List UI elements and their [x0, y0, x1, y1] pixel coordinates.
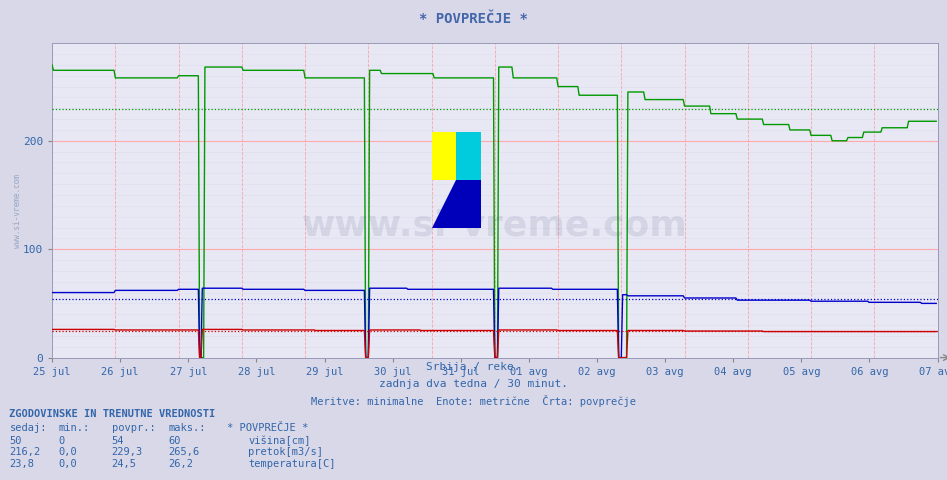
Polygon shape: [432, 180, 481, 228]
Text: www.si-vreme.com: www.si-vreme.com: [302, 208, 688, 242]
Text: 0: 0: [59, 436, 65, 446]
Text: 24,5: 24,5: [112, 459, 136, 469]
Bar: [456, 132, 481, 180]
Text: Srbija / reke.: Srbija / reke.: [426, 362, 521, 372]
Text: 50: 50: [9, 436, 22, 446]
Text: www.si-vreme.com: www.si-vreme.com: [12, 174, 22, 248]
Text: 26,2: 26,2: [169, 459, 193, 469]
Text: 54: 54: [112, 436, 124, 446]
Text: 23,8: 23,8: [9, 459, 34, 469]
Bar: [432, 132, 456, 180]
Text: * POVPREČJE *: * POVPREČJE *: [420, 12, 527, 26]
Text: sedaj:: sedaj:: [9, 423, 47, 433]
Text: 265,6: 265,6: [169, 447, 200, 457]
Text: ZGODOVINSKE IN TRENUTNE VREDNOSTI: ZGODOVINSKE IN TRENUTNE VREDNOSTI: [9, 409, 216, 419]
Text: min.:: min.:: [59, 423, 90, 433]
Text: temperatura[C]: temperatura[C]: [248, 459, 335, 469]
Text: pretok[m3/s]: pretok[m3/s]: [248, 447, 323, 457]
Text: 229,3: 229,3: [112, 447, 143, 457]
Text: povpr.:: povpr.:: [112, 423, 155, 433]
Text: 216,2: 216,2: [9, 447, 41, 457]
Text: 0,0: 0,0: [59, 447, 78, 457]
Text: 0,0: 0,0: [59, 459, 78, 469]
Text: zadnja dva tedna / 30 minut.: zadnja dva tedna / 30 minut.: [379, 379, 568, 389]
Text: * POVPREČJE *: * POVPREČJE *: [227, 423, 309, 433]
Text: 60: 60: [169, 436, 181, 446]
Text: maks.:: maks.:: [169, 423, 206, 433]
Text: višina[cm]: višina[cm]: [248, 436, 311, 446]
Text: Meritve: minimalne  Enote: metrične  Črta: povprečje: Meritve: minimalne Enote: metrične Črta:…: [311, 395, 636, 407]
